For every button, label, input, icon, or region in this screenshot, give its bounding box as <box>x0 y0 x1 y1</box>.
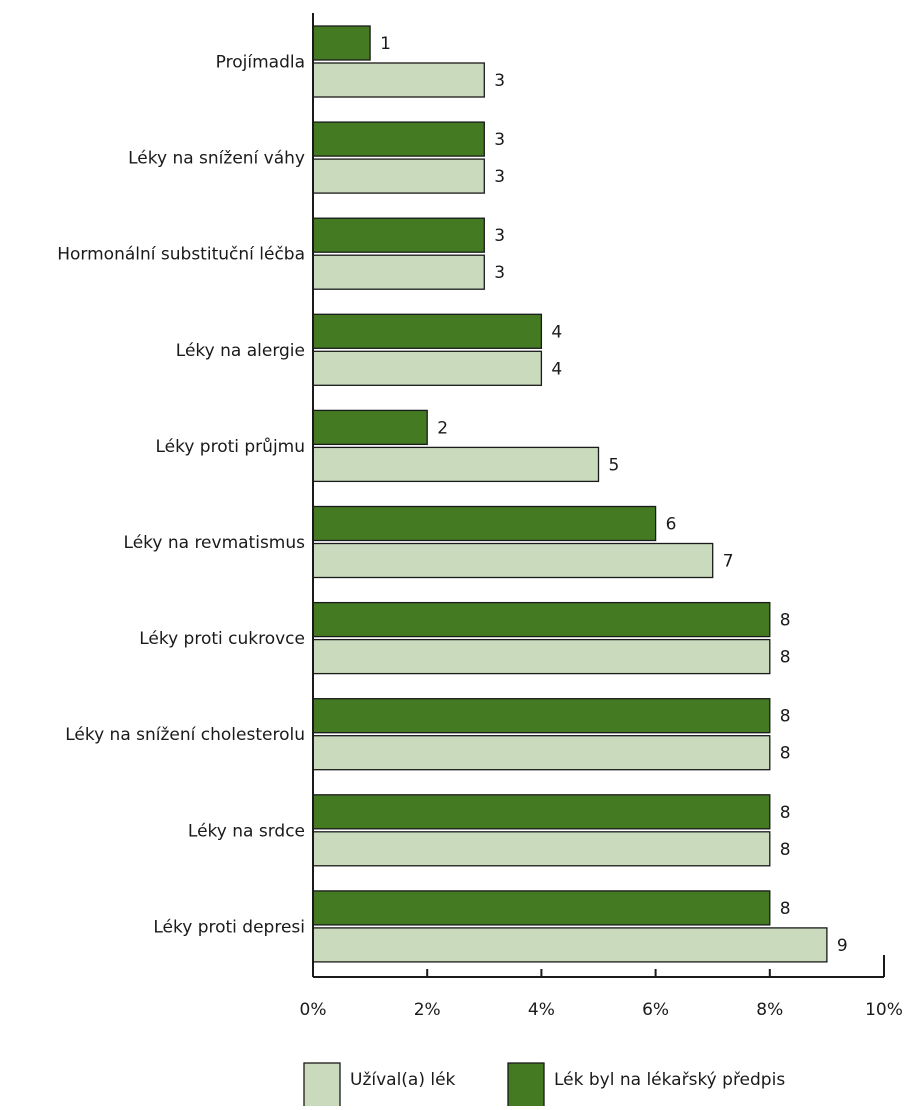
x-tick-label: 6% <box>642 1000 669 1020</box>
x-tick-label: 2% <box>414 1000 441 1020</box>
bar-prescription <box>312 794 771 830</box>
data-label: 6 <box>666 515 677 535</box>
category-label: Léky na snížení cholesterolu <box>65 725 305 745</box>
bar-prescription <box>312 121 485 157</box>
data-label: 7 <box>723 552 734 572</box>
category-label: Projímadla <box>216 53 305 73</box>
x-tick-label: 8% <box>756 1000 783 1020</box>
data-label: 5 <box>609 455 620 475</box>
data-label: 1 <box>380 34 391 54</box>
legend-swatch <box>507 1062 545 1108</box>
bar-used <box>312 735 771 771</box>
x-tick-label: 4% <box>528 1000 555 1020</box>
data-label: 4 <box>551 322 562 342</box>
data-label: 8 <box>780 611 791 631</box>
bar-prescription <box>312 505 657 542</box>
bar-used <box>312 446 600 483</box>
legend-label: Lék byl na lékařský předpis <box>554 1070 785 1090</box>
bar-prescription <box>312 313 543 349</box>
data-label: 2 <box>437 418 448 438</box>
bar-used <box>312 927 828 963</box>
data-label: 3 <box>494 263 505 283</box>
data-label: 3 <box>494 71 505 91</box>
bar-used <box>312 638 771 675</box>
bar-prescription <box>312 25 371 61</box>
bar-prescription <box>312 890 771 926</box>
data-label: 8 <box>780 744 791 764</box>
bar-prescription <box>312 217 485 253</box>
data-label: 9 <box>837 936 848 956</box>
category-label: Hormonální substituční léčba <box>57 245 305 265</box>
legend-label: Užíval(a) lék <box>350 1070 456 1090</box>
bar-prescription <box>312 601 771 638</box>
bar-used <box>312 254 485 290</box>
category-label: Léky na alergie <box>176 341 305 361</box>
category-label: Léky proti depresi <box>153 917 305 937</box>
bar-used <box>312 62 485 98</box>
data-label: 3 <box>494 130 505 150</box>
category-label: Léky na srdce <box>188 821 305 841</box>
x-tick-label: 10% <box>865 1000 903 1020</box>
category-label: Léky na snížení váhy <box>128 149 305 169</box>
bar-used <box>312 158 485 194</box>
data-label: 8 <box>780 648 791 668</box>
bar-used <box>312 831 771 867</box>
data-label: 3 <box>494 167 505 187</box>
bar-prescription <box>312 698 771 734</box>
data-label: 4 <box>551 359 562 379</box>
bar-used <box>312 350 543 386</box>
category-label: Léky na revmatismus <box>124 533 306 553</box>
data-label: 8 <box>780 899 791 919</box>
category-label: Léky proti cukrovce <box>139 629 305 649</box>
legend-swatch <box>303 1062 341 1108</box>
category-label: Léky proti průjmu <box>155 437 305 457</box>
bar-prescription <box>312 409 428 446</box>
data-label: 8 <box>780 803 791 823</box>
data-label: 8 <box>780 840 791 860</box>
data-label: 8 <box>780 707 791 727</box>
bar-used <box>312 542 714 579</box>
data-label: 3 <box>494 226 505 246</box>
x-tick-label: 0% <box>300 1000 327 1020</box>
